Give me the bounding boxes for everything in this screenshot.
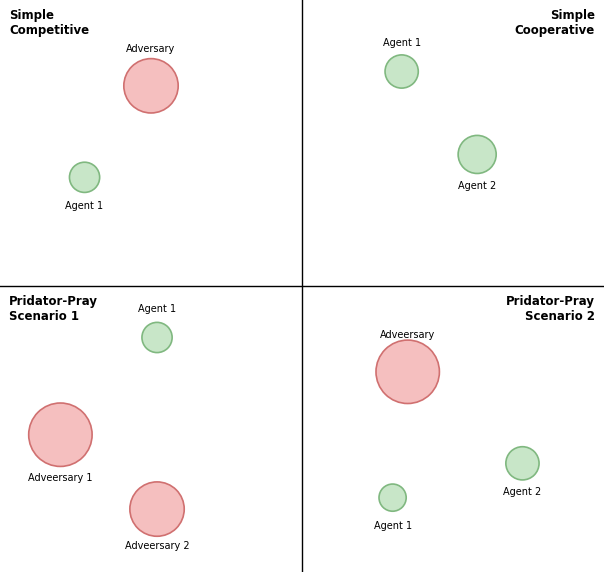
Text: Agent 1: Agent 1 [382,38,421,48]
Text: Simple
Cooperative: Simple Cooperative [515,9,595,37]
Text: Pridator-Pray
Scenario 1: Pridator-Pray Scenario 1 [9,295,98,323]
Ellipse shape [506,447,539,480]
Ellipse shape [142,323,172,352]
Text: Agent 1: Agent 1 [65,201,104,211]
Text: Agent 1: Agent 1 [373,521,412,531]
Ellipse shape [376,340,439,403]
Ellipse shape [458,136,496,173]
Text: Simple
Competitive: Simple Competitive [9,9,89,37]
Text: Adveersary 2: Adveersary 2 [125,541,189,551]
Ellipse shape [124,58,178,113]
Ellipse shape [29,403,92,466]
Ellipse shape [385,55,419,88]
Ellipse shape [69,162,100,192]
Text: Pridator-Pray
Scenario 2: Pridator-Pray Scenario 2 [506,295,595,323]
Text: Adveersary 1: Adveersary 1 [28,472,92,483]
Ellipse shape [379,484,406,511]
Ellipse shape [130,482,184,537]
Text: Adveersary: Adveersary [380,329,435,340]
Text: Adversary: Adversary [126,43,176,54]
Text: Agent 2: Agent 2 [458,181,496,191]
Text: Agent 2: Agent 2 [503,487,542,497]
Text: Agent 1: Agent 1 [138,304,176,314]
